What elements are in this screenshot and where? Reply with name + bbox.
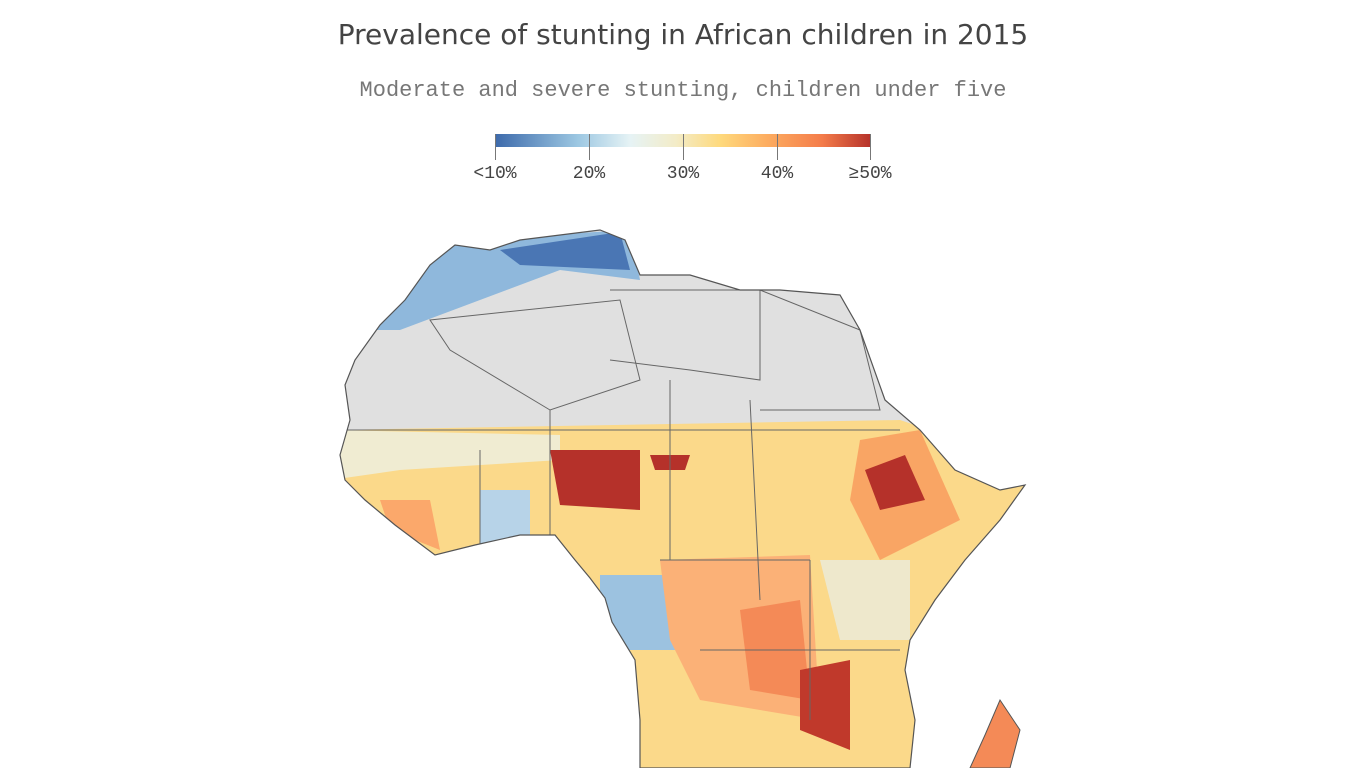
legend-tick (870, 134, 871, 160)
color-legend: <10% 20% 30% 40% ≥50% (473, 134, 892, 194)
legend-tick (777, 134, 778, 160)
region-west-sahel (340, 430, 560, 480)
legend-label: ≥50% (848, 164, 892, 184)
legend-tick (589, 134, 590, 160)
legend-label: 20% (572, 164, 606, 184)
map-regions (340, 230, 1025, 768)
country-borders (340, 289, 900, 720)
map-title: Prevalence of stunting in African childr… (337, 18, 1029, 51)
madagascar (969, 698, 1021, 768)
map-subtitle: Moderate and severe stunting, children u… (359, 78, 1007, 103)
legend-label: <10% (473, 164, 517, 184)
region-ethiopia-high (865, 455, 925, 510)
legend-label: 40% (760, 164, 794, 184)
region-zambia-malawi-high (800, 660, 850, 750)
region-sierra-leone (380, 500, 440, 550)
legend-tick (683, 134, 684, 160)
region-ghana (480, 490, 530, 550)
legend-tick (495, 134, 496, 160)
legend-label: 30% (666, 164, 700, 184)
region-kenya-tanzania (820, 560, 910, 640)
region-algeria-tunisia (500, 232, 630, 270)
region-niger-nigeria-high (550, 450, 640, 510)
